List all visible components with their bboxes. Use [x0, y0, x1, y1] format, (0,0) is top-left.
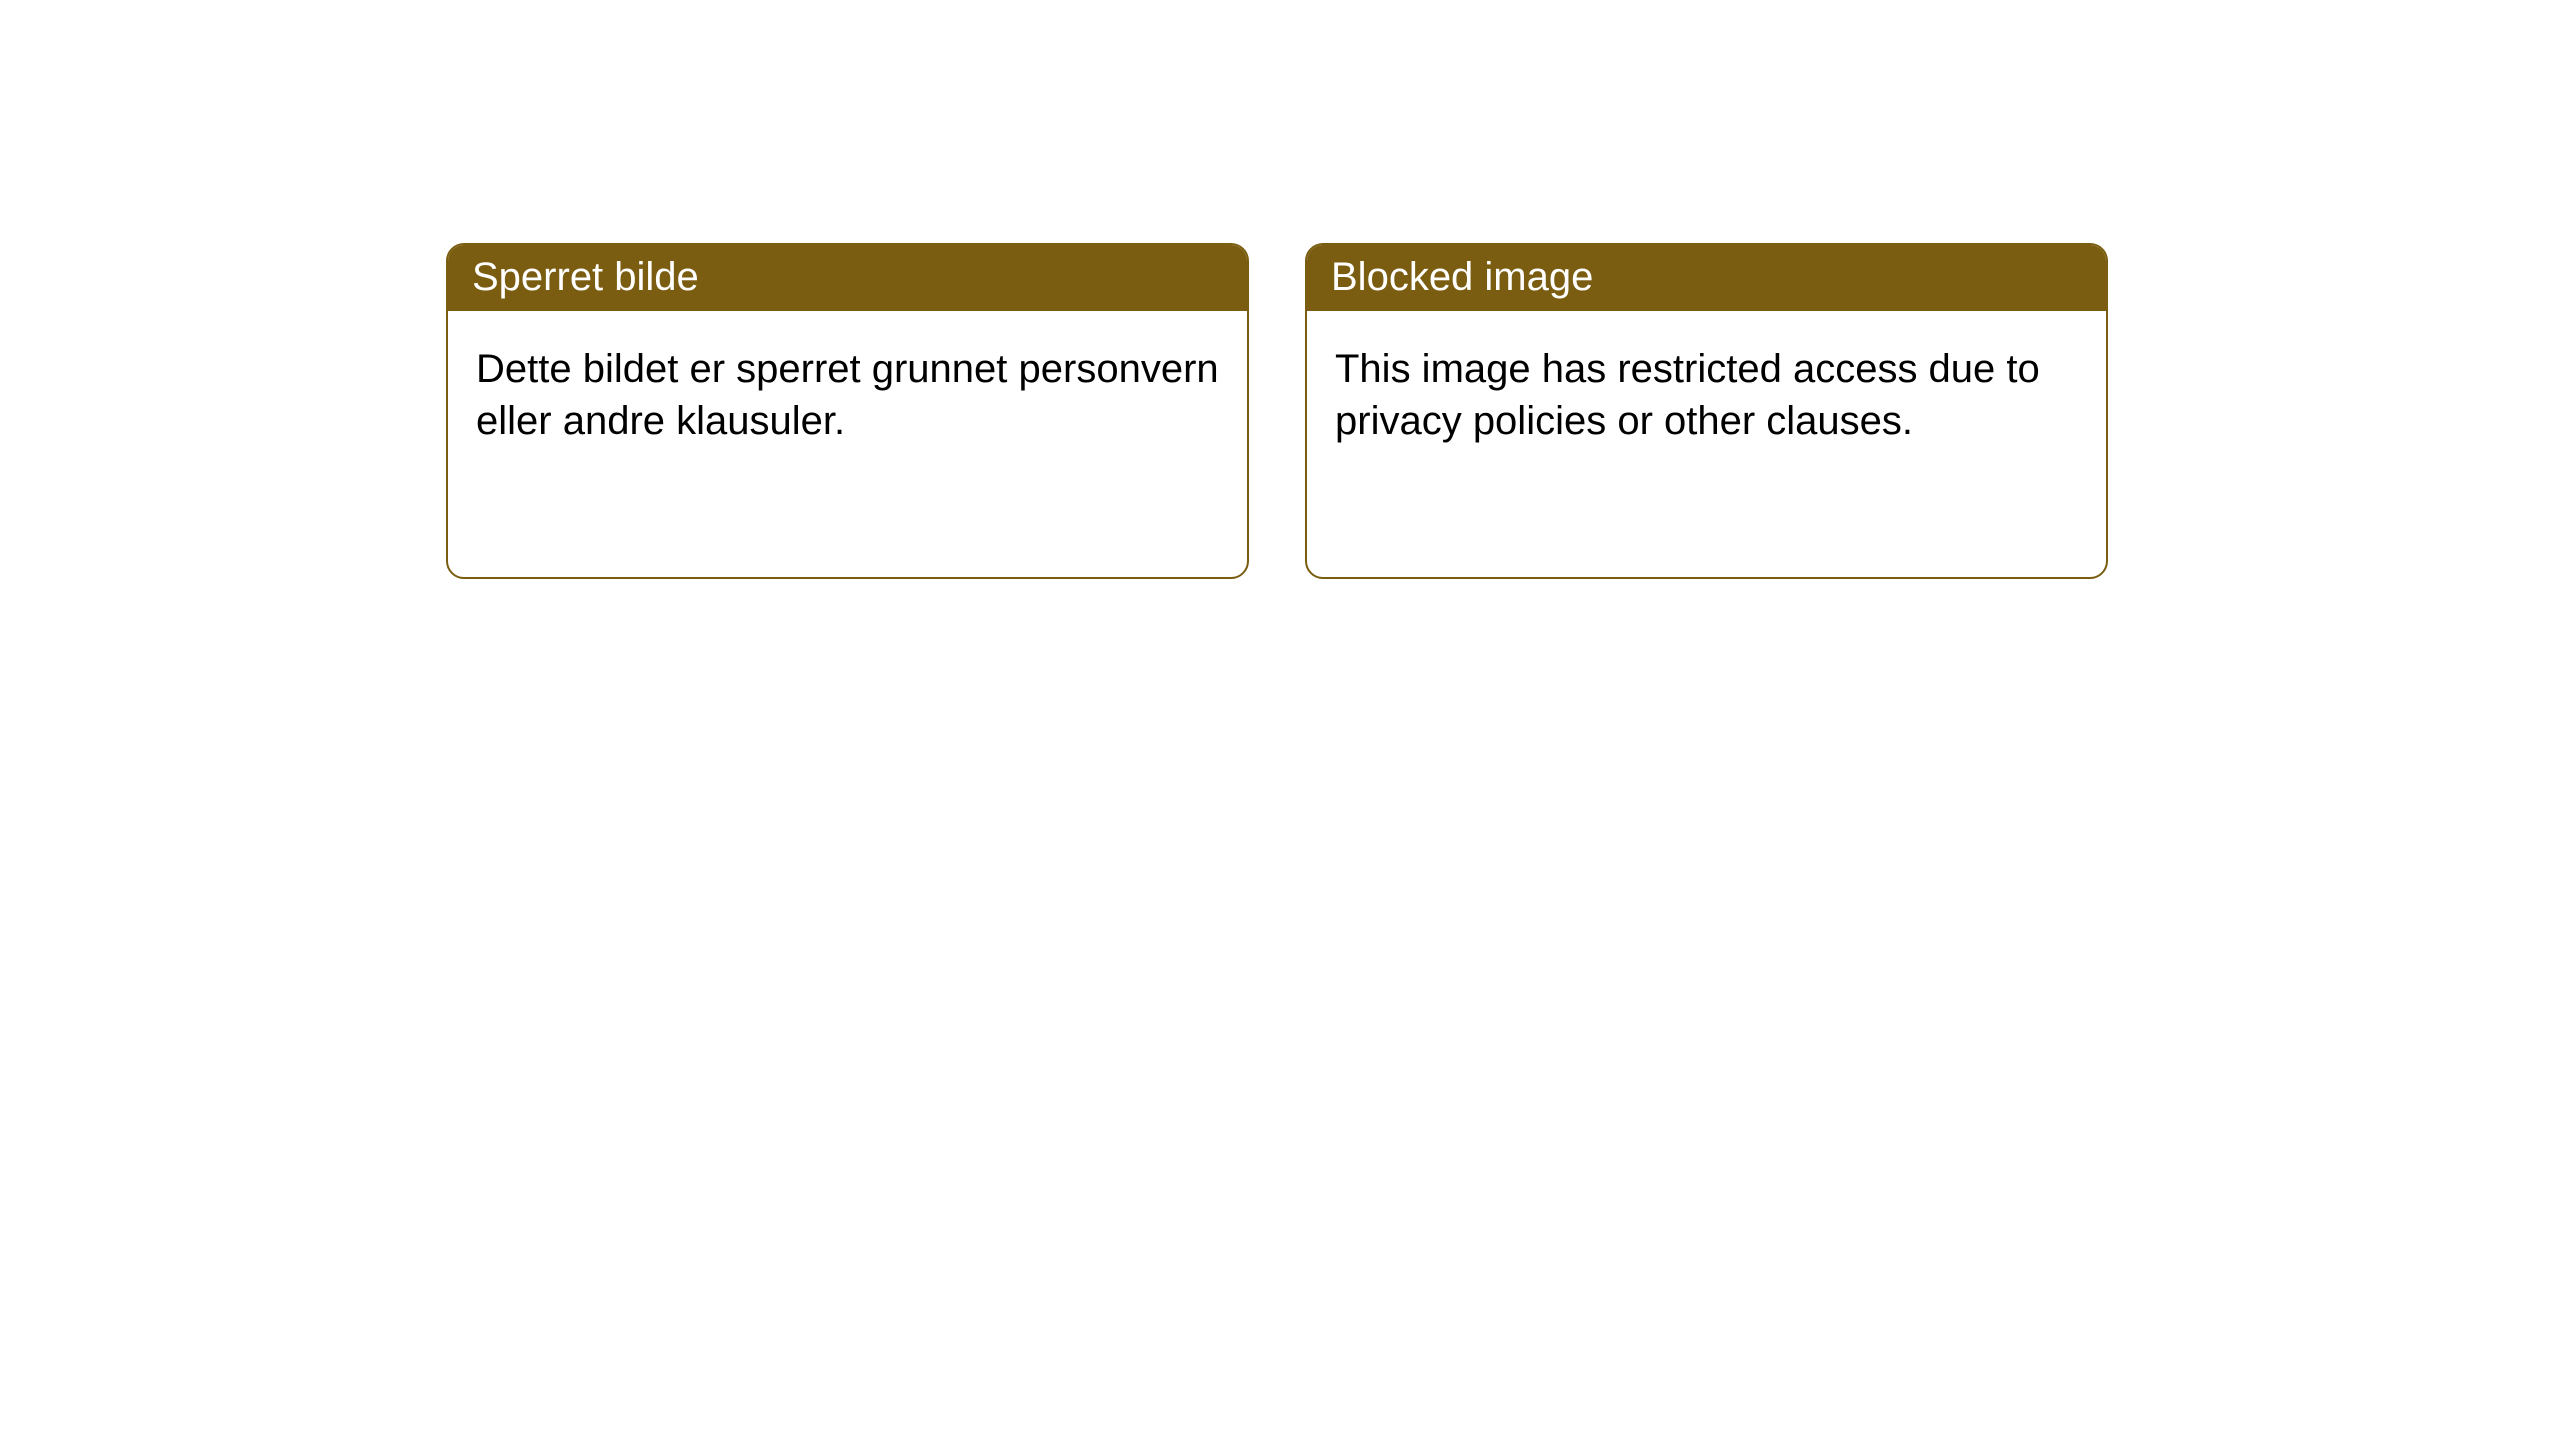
notice-card-english: Blocked image This image has restricted … [1305, 243, 2108, 579]
notice-card-body: This image has restricted access due to … [1307, 311, 2106, 475]
notice-card-header: Sperret bilde [448, 245, 1247, 311]
notice-card-header: Blocked image [1307, 245, 2106, 311]
notice-container: Sperret bilde Dette bildet er sperret gr… [0, 0, 2560, 579]
notice-card-norwegian: Sperret bilde Dette bildet er sperret gr… [446, 243, 1249, 579]
notice-card-body: Dette bildet er sperret grunnet personve… [448, 311, 1247, 475]
